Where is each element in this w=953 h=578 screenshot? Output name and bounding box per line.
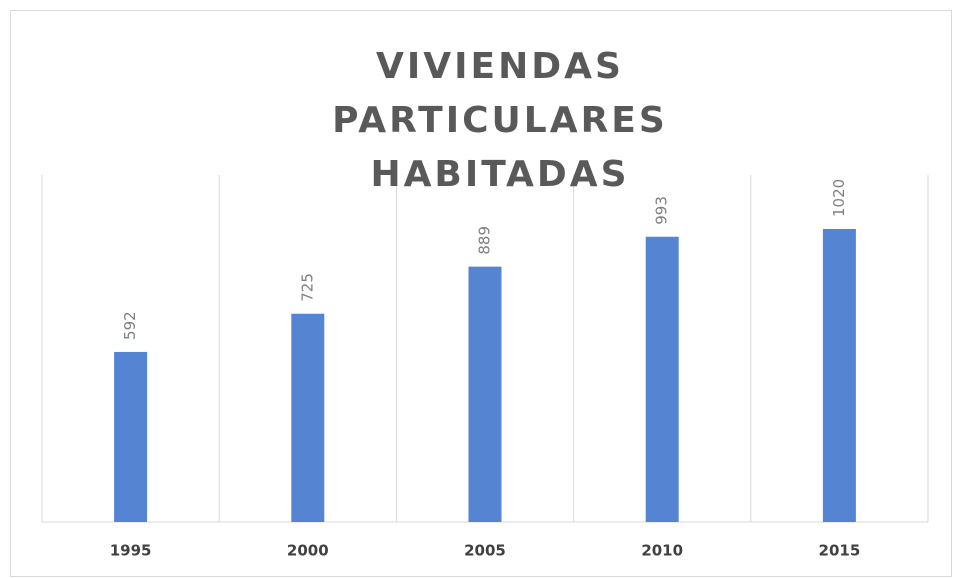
value-label: 993 xyxy=(653,196,671,225)
bar xyxy=(468,266,502,522)
x-tick-label: 2015 xyxy=(819,542,861,560)
chart-border xyxy=(10,10,952,577)
bar xyxy=(822,229,856,522)
bar xyxy=(645,236,679,522)
x-tick-label: 1995 xyxy=(110,542,152,560)
value-label: 725 xyxy=(298,273,316,302)
chart-title: VIVIENDAS PARTICULARES HABITADAS xyxy=(332,46,668,195)
x-tick-label: 2000 xyxy=(287,542,329,560)
x-tick-label: 2005 xyxy=(464,542,506,560)
x-tick-label: 2010 xyxy=(641,542,683,560)
value-label: 592 xyxy=(121,311,139,340)
value-label: 889 xyxy=(476,226,494,255)
value-label: 1020 xyxy=(830,179,848,217)
bar xyxy=(114,351,148,522)
bar xyxy=(291,313,325,522)
